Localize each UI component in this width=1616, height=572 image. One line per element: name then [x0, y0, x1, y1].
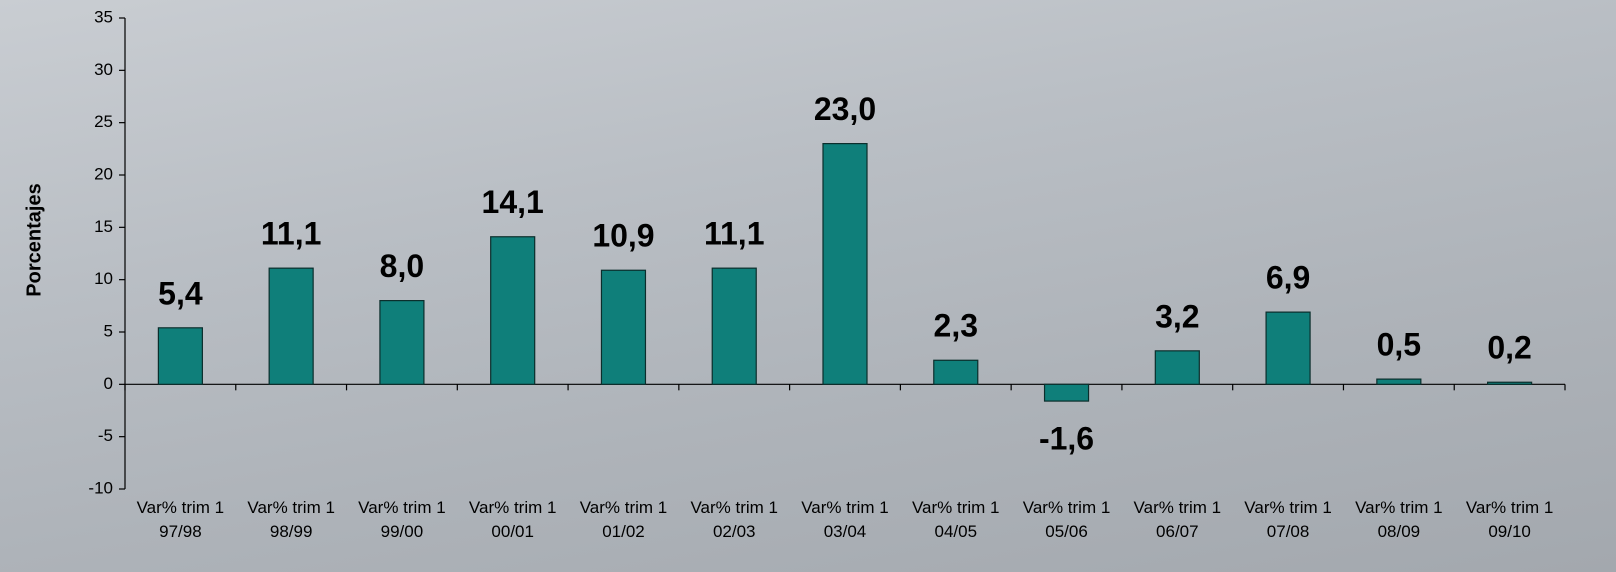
- x-tick-label-line: 97/98: [159, 522, 202, 541]
- x-tick-label-line: 05/06: [1045, 522, 1088, 541]
- bar: [600, 269, 647, 385]
- y-tick-label: 25: [94, 112, 113, 131]
- bar: [268, 267, 314, 385]
- x-tick-label: Var% trim 1 08/09: [1355, 498, 1443, 541]
- x-tick-label-line: Var% trim 1: [580, 498, 668, 517]
- x-tick-label-line: 99/00: [381, 522, 424, 541]
- x-tick-label-line: Var% trim 1: [690, 498, 778, 517]
- value-label: 11,1: [261, 216, 322, 252]
- value-label: 11,1: [704, 216, 765, 252]
- y-tick-label: 0: [104, 374, 113, 393]
- value-label: 2,3: [934, 308, 978, 344]
- x-tick-label: Var% trim 1 07/08: [1244, 498, 1332, 541]
- x-tick-label-line: Var% trim 1: [469, 498, 557, 517]
- value-label: 8,0: [380, 248, 424, 284]
- value-label: 23,0: [814, 91, 876, 127]
- x-tick-label-line: Var% trim 1: [247, 498, 335, 517]
- x-tick-label-line: Var% trim 1: [1466, 498, 1554, 517]
- x-tick-label: Var% trim 1 02/03: [690, 498, 778, 541]
- x-tick-label-line: 09/10: [1488, 522, 1531, 541]
- bar: [1376, 378, 1422, 385]
- value-label: 0,5: [1377, 327, 1421, 363]
- x-tick-label-line: 98/99: [270, 522, 313, 541]
- x-tick-label-line: 01/02: [602, 522, 645, 541]
- bar: [1487, 381, 1533, 385]
- y-axis-label: Porcentajes: [23, 183, 45, 296]
- value-label: 3,2: [1155, 298, 1199, 334]
- y-tick-label: 10: [94, 269, 113, 288]
- value-label: 6,9: [1266, 260, 1310, 296]
- bar: [933, 359, 979, 385]
- x-tick-label-line: 00/01: [491, 522, 534, 541]
- y-tick-label: 15: [94, 217, 113, 236]
- x-tick-label-line: 08/09: [1378, 522, 1421, 541]
- x-tick-label-line: Var% trim 1: [912, 498, 1000, 517]
- value-label: 14,1: [482, 184, 544, 220]
- x-tick-label-line: Var% trim 1: [1023, 498, 1111, 517]
- bar: [490, 236, 536, 385]
- x-tick-label: Var% trim 1 04/05: [912, 498, 1000, 541]
- value-label: -1,6: [1039, 421, 1094, 457]
- y-tick-label: 30: [94, 60, 113, 79]
- x-tick-label-line: Var% trim 1: [1244, 498, 1332, 517]
- bar: [157, 327, 203, 385]
- x-tick-label: Var% trim 1 00/01: [469, 498, 557, 541]
- bar: [711, 267, 757, 385]
- x-tick-label: Var% trim 1 99/00: [358, 498, 446, 541]
- x-tick-label-line: Var% trim 1: [1355, 498, 1443, 517]
- x-tick-label-line: Var% trim 1: [358, 498, 446, 517]
- y-tick-label: 5: [104, 321, 113, 340]
- bar: [1265, 311, 1311, 385]
- value-label: 5,4: [158, 275, 203, 311]
- bar: [1154, 350, 1200, 385]
- x-tick-label: Var% trim 1 05/06: [1023, 498, 1111, 541]
- x-tick-label-line: Var% trim 1: [801, 498, 889, 517]
- x-tick-label-line: 06/07: [1156, 522, 1199, 541]
- y-tick-label: 35: [94, 7, 113, 26]
- x-tick-label-line: Var% trim 1: [1134, 498, 1222, 517]
- x-tick-label-line: Var% trim 1: [137, 498, 225, 517]
- x-tick-label: Var% trim 1 01/02: [580, 498, 668, 541]
- bar: [1043, 383, 1090, 402]
- x-tick-label: Var% trim 1 97/98: [137, 498, 225, 541]
- value-label: 0,2: [1487, 330, 1531, 366]
- bar: [822, 143, 868, 385]
- x-tick-label-line: 07/08: [1267, 522, 1310, 541]
- x-tick-label: Var% trim 1 03/04: [801, 498, 889, 541]
- x-tick-label-line: 03/04: [824, 522, 867, 541]
- x-tick-label: Var% trim 1 09/10: [1466, 498, 1554, 541]
- y-tick-label: -10: [88, 478, 113, 497]
- x-tick-label-line: 02/03: [713, 522, 756, 541]
- y-tick-label: 20: [94, 164, 113, 183]
- value-label: 10,9: [592, 218, 654, 254]
- bar: [379, 300, 425, 385]
- x-tick-label-line: 04/05: [934, 522, 977, 541]
- x-tick-label: Var% trim 1 98/99: [247, 498, 335, 541]
- y-tick-label: -5: [98, 426, 113, 445]
- x-tick-label: Var% trim 1 06/07: [1134, 498, 1222, 541]
